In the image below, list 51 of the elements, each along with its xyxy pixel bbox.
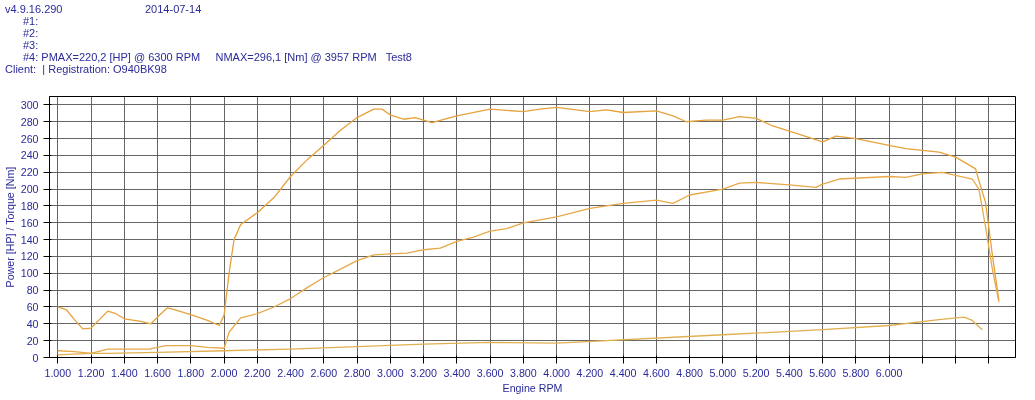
x-tick-label: 4.400 (609, 366, 637, 379)
y-tick-label: 60 (26, 300, 39, 313)
y-tick-label: 40 (26, 317, 39, 330)
text: #3: (23, 38, 39, 53)
x-tick-label: 5.800 (842, 366, 870, 379)
text: #2: (23, 26, 39, 41)
text: 2014-07-14 (145, 2, 202, 17)
x-tick-label: 4.600 (643, 366, 670, 379)
y-tick-label: 0 (32, 351, 39, 364)
x-tick-label: 4.800 (676, 366, 704, 379)
text: #1: (23, 14, 39, 29)
x-tick-label: 3.400 (443, 366, 471, 379)
y-tick-label: 120 (20, 250, 39, 263)
x-tick-label: 3.600 (476, 366, 504, 379)
y-tick-label: 300 (20, 98, 39, 111)
x-tick-label: 2.800 (343, 366, 371, 379)
x-tick-label: 5.600 (809, 366, 837, 379)
y-tick-label: 140 (20, 233, 39, 246)
x-tick-label: 1.000 (44, 366, 72, 379)
x-tick-label: 3.200 (410, 366, 437, 379)
y-tick-label: 240 (20, 149, 39, 162)
y-axis-title: Power [HP] / Torque [Nm] (3, 166, 16, 288)
y-tick-label: 20 (26, 334, 39, 347)
y-tick-label: 200 (20, 183, 39, 196)
x-tick-label: 1.600 (144, 366, 171, 379)
x-tick-label: 1.800 (177, 366, 205, 379)
text: v4.9.16.290 (5, 2, 63, 17)
x-tick-label: 1.400 (110, 366, 138, 379)
x-tick-label: 3.000 (377, 366, 404, 379)
x-tick-label: 3.800 (510, 366, 537, 379)
x-tick-label: 4.200 (576, 366, 604, 379)
y-tick-label: 260 (20, 132, 39, 145)
y-tick-label: 80 (26, 284, 39, 297)
x-tick-label: 4.000 (543, 366, 571, 379)
y-tick-label: 280 (20, 115, 39, 128)
x-tick-label: 1.200 (77, 366, 105, 379)
x-tick-label: 5.200 (742, 366, 770, 379)
x-tick-label: 5.400 (776, 366, 803, 379)
y-tick-label: 100 (20, 267, 39, 280)
y-tick-label: 220 (20, 166, 39, 179)
text: Client: | Registration: O940BK98 (5, 63, 167, 77)
x-tick-label: 2.400 (277, 366, 304, 379)
text: #4: PMAX=220,2 [HP] @ 6300 RPM NMAX=296,1 [Nm] @ 3957 RPM Test8 (23, 50, 412, 65)
x-tick-label: 6.000 (875, 366, 903, 379)
y-tick-label: 180 (20, 199, 39, 212)
x-tick-label: 5.000 (709, 366, 737, 379)
x-tick-label: 2.200 (244, 366, 271, 379)
y-tick-label: 160 (20, 216, 39, 229)
x-tick-label: 2.600 (310, 366, 338, 379)
x-tick-label: 2.000 (210, 366, 238, 379)
x-axis-title: Engine RPM (502, 381, 563, 394)
